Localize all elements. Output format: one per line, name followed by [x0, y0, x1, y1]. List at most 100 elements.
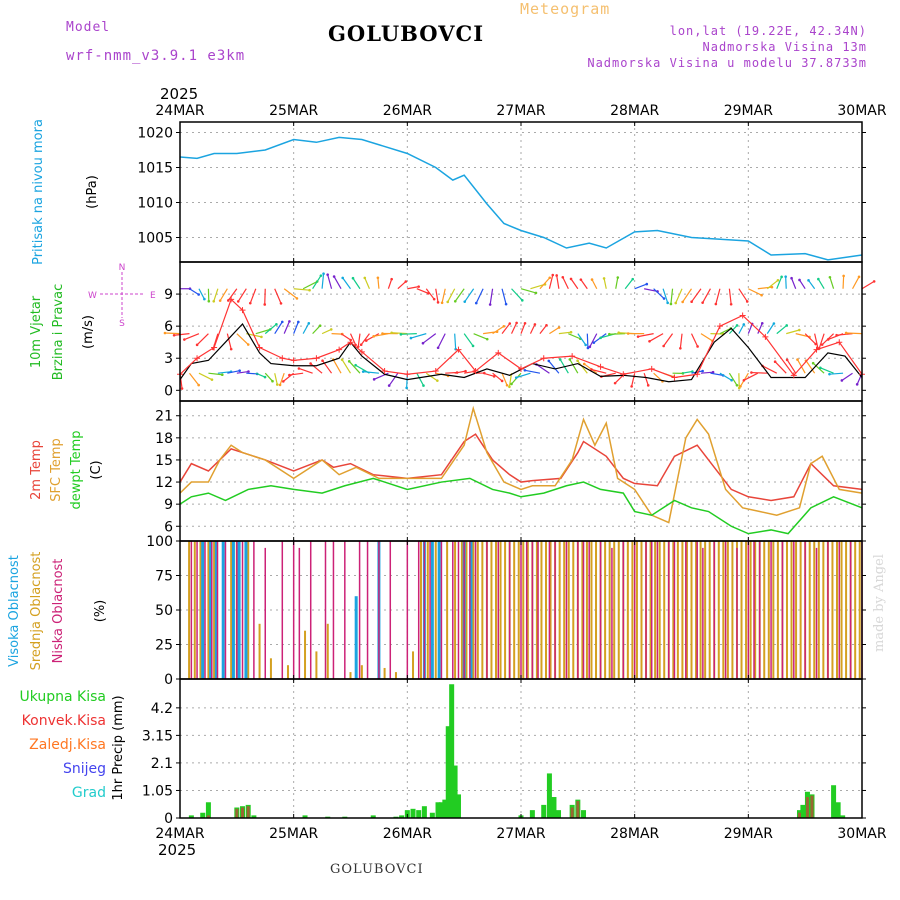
wind-arrow: [589, 333, 598, 348]
wind-arrow: [738, 288, 748, 302]
wind-arrowhead: [319, 274, 323, 277]
wind-arrow: [198, 288, 205, 300]
mid-cloud-bar: [304, 630, 307, 679]
mid-cloud-bar: [535, 541, 538, 679]
mid-cloud-bar: [315, 651, 318, 679]
wind-arrow: [198, 372, 213, 381]
compass-west: W: [88, 291, 97, 301]
wind-arrowhead: [872, 280, 876, 283]
wind-arrowhead: [471, 344, 475, 348]
wind-arrow: [719, 327, 732, 335]
wind-arrowhead: [735, 324, 739, 327]
low-cloud-bar: [469, 541, 471, 679]
xtick-label-bottom: 28MAR: [610, 826, 659, 842]
legend-snow: Snijeg: [63, 761, 106, 777]
low-cloud-bar: [531, 541, 534, 679]
wind-arrow: [388, 372, 399, 386]
wind-ylabel-1: 10m Vjetar: [29, 295, 44, 368]
wind-arrowhead: [354, 363, 357, 367]
ytick-label: 6: [164, 319, 173, 335]
high-cloud-bar: [237, 541, 241, 679]
mid-cloud-bar: [772, 541, 775, 679]
high-cloud-bar: [437, 541, 441, 679]
wind-arrowhead: [613, 381, 617, 385]
total-precip-bar: [429, 812, 435, 818]
wind-arrow: [609, 333, 626, 335]
wind-arrowhead: [745, 300, 749, 303]
conv-precip-bar: [246, 806, 250, 818]
wind-arrowhead: [505, 383, 509, 387]
low-cloud-bar: [298, 547, 301, 679]
wind-arrow: [562, 277, 569, 289]
mid-cloud-bar: [635, 541, 638, 679]
low-cloud-bar: [204, 541, 206, 679]
wind-arrow: [184, 333, 200, 341]
wind-arrowhead: [432, 297, 436, 301]
wind-arrow: [805, 360, 816, 374]
wind-arrow: [586, 333, 589, 348]
wind-arrowhead: [376, 276, 380, 280]
low-cloud-bar: [838, 541, 841, 679]
wind-arrowhead: [271, 379, 274, 383]
page-title: Meteogram: [520, 0, 611, 18]
low-cloud-bar: [622, 541, 625, 679]
wind-arrowhead: [263, 375, 267, 379]
panel-frame-precip: [179, 678, 863, 819]
wind-arrowhead: [666, 301, 669, 305]
low-cloud-bar: [588, 541, 590, 679]
wind-arrow: [236, 333, 249, 345]
low-cloud-bar: [190, 541, 193, 679]
wind-arrowhead: [819, 366, 822, 370]
wind-arrowhead: [558, 358, 562, 361]
low-cloud-bar: [702, 547, 704, 679]
wind-gust-marker: [671, 374, 678, 381]
mid-cloud-bar: [640, 541, 643, 679]
ytick-label: 100: [146, 534, 173, 550]
wind-gust-marker: [358, 348, 365, 355]
mid-cloud-bar: [563, 541, 566, 679]
wind-arrow: [397, 281, 407, 290]
mid-cloud-bar: [499, 541, 502, 679]
mid-cloud-bar: [434, 541, 437, 679]
cloud-unit: (%): [93, 600, 108, 623]
wind-arrow: [464, 370, 475, 374]
wind-arrowhead: [307, 322, 311, 325]
wind-arrow: [302, 281, 318, 290]
wind-arrow: [489, 288, 494, 305]
low-cloud-bar: [520, 541, 522, 679]
wind-arrow: [539, 277, 551, 290]
year-label-top: 2025: [160, 85, 198, 103]
wind-arrow: [670, 288, 674, 305]
low-cloud-bar: [417, 541, 420, 679]
mid-cloud-bar: [522, 541, 525, 679]
low-cloud-bar: [457, 541, 460, 679]
wind-arrowhead: [739, 385, 742, 388]
mid-cloud-bar: [604, 541, 607, 679]
mid-cloud-bar: [585, 541, 588, 679]
wind-arrowhead: [602, 277, 606, 280]
wind-arrowhead: [691, 370, 694, 373]
mid-cloud-bar: [767, 541, 770, 679]
wind-arrow: [631, 373, 636, 387]
wind-arrowhead: [246, 343, 250, 346]
xtick-label-top: 30MAR: [837, 103, 886, 119]
wind-arrowhead: [796, 358, 799, 361]
wind-arrow: [524, 369, 541, 374]
wind-arrow: [785, 276, 787, 289]
mid-cloud-bar: [613, 541, 616, 679]
ytick-label: 25: [155, 638, 173, 654]
wind-gust-marker: [228, 296, 235, 303]
wind-arrowhead: [835, 333, 838, 337]
wind-arrow: [298, 367, 313, 374]
total-precip-bar: [835, 802, 841, 818]
low-cloud-bar: [736, 547, 738, 679]
mid-cloud-bar: [476, 541, 479, 679]
wind-arrow: [475, 288, 484, 304]
low-cloud-bar: [292, 541, 295, 679]
wind-arrow: [391, 332, 408, 335]
wind-gust-marker: [716, 323, 723, 330]
wind-arrowhead: [463, 300, 467, 303]
wind-arrow: [558, 331, 572, 335]
mid-cloud-bar: [504, 541, 507, 679]
